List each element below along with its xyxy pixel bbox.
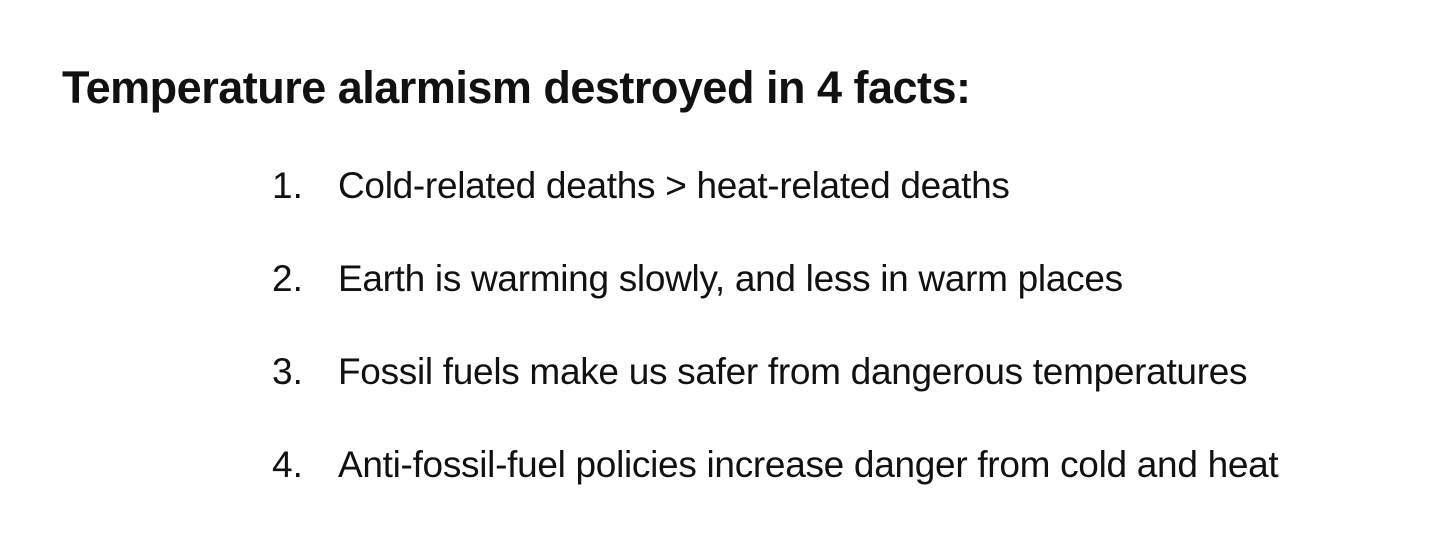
list-item-text: Earth is warming slowly, and less in war… xyxy=(338,258,1123,299)
list-item-number: 1. xyxy=(272,165,303,206)
list-item-number: 4. xyxy=(272,444,303,485)
list-item: 3. Fossil fuels make us safer from dange… xyxy=(272,346,1278,439)
facts-list: 1. Cold-related deaths > heat-related de… xyxy=(272,160,1279,532)
list-item-text: Fossil fuels make us safer from dangerou… xyxy=(338,351,1248,392)
list-item: 4. Anti-fossil-fuel policies increase da… xyxy=(272,439,1279,532)
list-item: 2. Earth is warming slowly, and less in … xyxy=(272,253,1278,346)
list-item-text: Anti-fossil-fuel policies increase dange… xyxy=(338,444,1279,485)
list-item-number: 3. xyxy=(272,351,303,392)
page-title: Temperature alarmism destroyed in 4 fact… xyxy=(62,62,971,113)
list-item: 1. Cold-related deaths > heat-related de… xyxy=(272,160,1278,253)
list-item-number: 2. xyxy=(272,258,303,299)
list-item-text: Cold-related deaths > heat-related death… xyxy=(338,165,1010,206)
